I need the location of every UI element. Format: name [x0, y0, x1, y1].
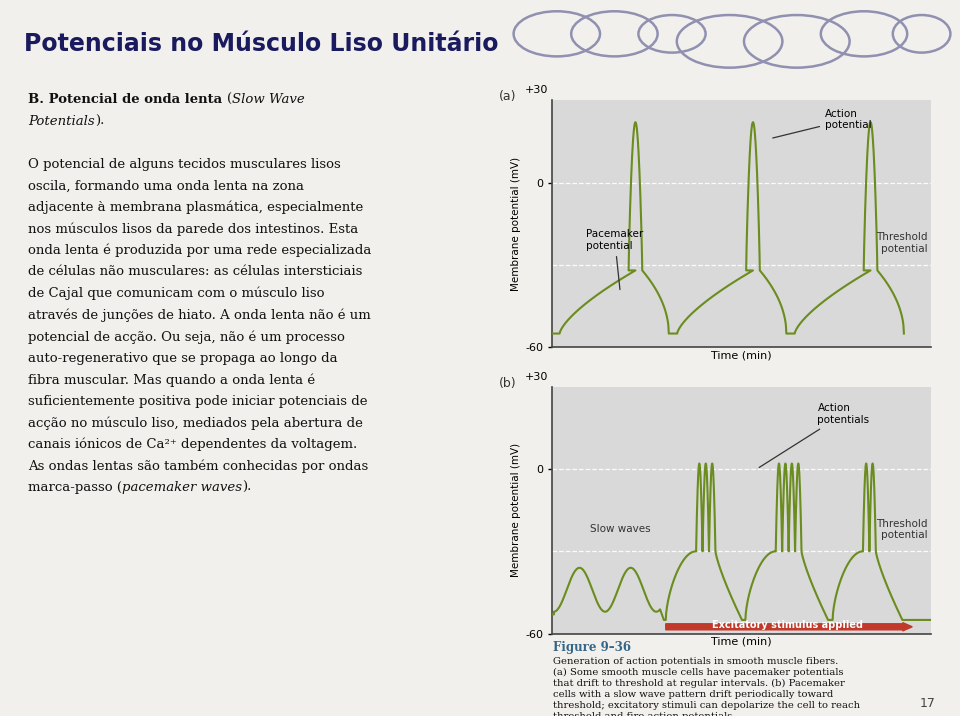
Text: através de junções de hiato. A onda lenta não é um: através de junções de hiato. A onda lent… [28, 309, 371, 322]
Text: Threshold
potential: Threshold potential [876, 232, 927, 253]
Text: (b): (b) [499, 377, 516, 390]
Text: Figure 9–36: Figure 9–36 [553, 641, 631, 654]
Text: de células não musculares: as células intersticiais: de células não musculares: as células in… [28, 266, 362, 279]
Text: +30: +30 [525, 372, 548, 382]
Text: Slow waves: Slow waves [589, 524, 651, 534]
Text: Potenciais no Músculo Liso Unitário: Potenciais no Músculo Liso Unitário [24, 32, 498, 56]
Text: onda lenta é produzida por uma rede especializada: onda lenta é produzida por uma rede espe… [28, 244, 372, 257]
Text: auto-regenerativo que se propaga ao longo da: auto-regenerativo que se propaga ao long… [28, 352, 338, 364]
Text: Pacemaker
potential: Pacemaker potential [587, 229, 643, 289]
Text: ).: ). [242, 480, 252, 494]
X-axis label: Time (min): Time (min) [711, 350, 772, 360]
Text: marca-passo (: marca-passo ( [28, 480, 122, 494]
Text: +30: +30 [525, 85, 548, 95]
Text: Potentials: Potentials [28, 115, 95, 127]
Text: canais iónicos de Ca²⁺ dependentes da voltagem.: canais iónicos de Ca²⁺ dependentes da vo… [28, 437, 357, 451]
Text: adjacente à membrana plasmática, especialmente: adjacente à membrana plasmática, especia… [28, 201, 363, 214]
Text: Excitatory stimulus applied: Excitatory stimulus applied [711, 621, 863, 630]
Text: de Cajal que comunicam com o músculo liso: de Cajal que comunicam com o músculo lis… [28, 287, 324, 301]
Text: ).: ). [95, 115, 104, 127]
Text: oscila, formando uma onda lenta na zona: oscila, formando uma onda lenta na zona [28, 179, 304, 193]
FancyArrow shape [666, 623, 912, 631]
Text: (a): (a) [499, 90, 516, 103]
Text: (: ( [227, 93, 232, 106]
Text: Threshold
potential: Threshold potential [876, 518, 927, 540]
Text: potencial de acção. Ou seja, não é um processo: potencial de acção. Ou seja, não é um pr… [28, 330, 345, 344]
Y-axis label: Membrane potential (mV): Membrane potential (mV) [511, 157, 521, 291]
Text: pacemaker waves: pacemaker waves [122, 480, 242, 494]
Text: acção no músculo liso, mediados pela abertura de: acção no músculo liso, mediados pela abe… [28, 416, 363, 430]
Text: Slow Wave: Slow Wave [232, 93, 304, 106]
Text: As ondas lentas são também conhecidas por ondas: As ondas lentas são também conhecidas po… [28, 459, 369, 473]
Text: fibra muscular. Mas quando a onda lenta é: fibra muscular. Mas quando a onda lenta … [28, 373, 315, 387]
Y-axis label: Membrane potential (mV): Membrane potential (mV) [511, 443, 521, 577]
Text: nos músculos lisos da parede dos intestinos. Esta: nos músculos lisos da parede dos intesti… [28, 223, 358, 236]
Text: suficientemente positiva pode iniciar potenciais de: suficientemente positiva pode iniciar po… [28, 395, 368, 407]
X-axis label: Time (min): Time (min) [711, 637, 772, 647]
Text: Action
potentials: Action potentials [759, 403, 870, 468]
Text: B. Potencial de onda lenta: B. Potencial de onda lenta [28, 93, 227, 106]
Text: Action
potential: Action potential [773, 109, 872, 138]
Text: Generation of action potentials in smooth muscle fibers.
(a) Some smooth muscle : Generation of action potentials in smoot… [553, 657, 860, 716]
Text: O potencial de alguns tecidos musculares lisos: O potencial de alguns tecidos musculares… [28, 158, 341, 171]
Text: 17: 17 [920, 697, 936, 710]
